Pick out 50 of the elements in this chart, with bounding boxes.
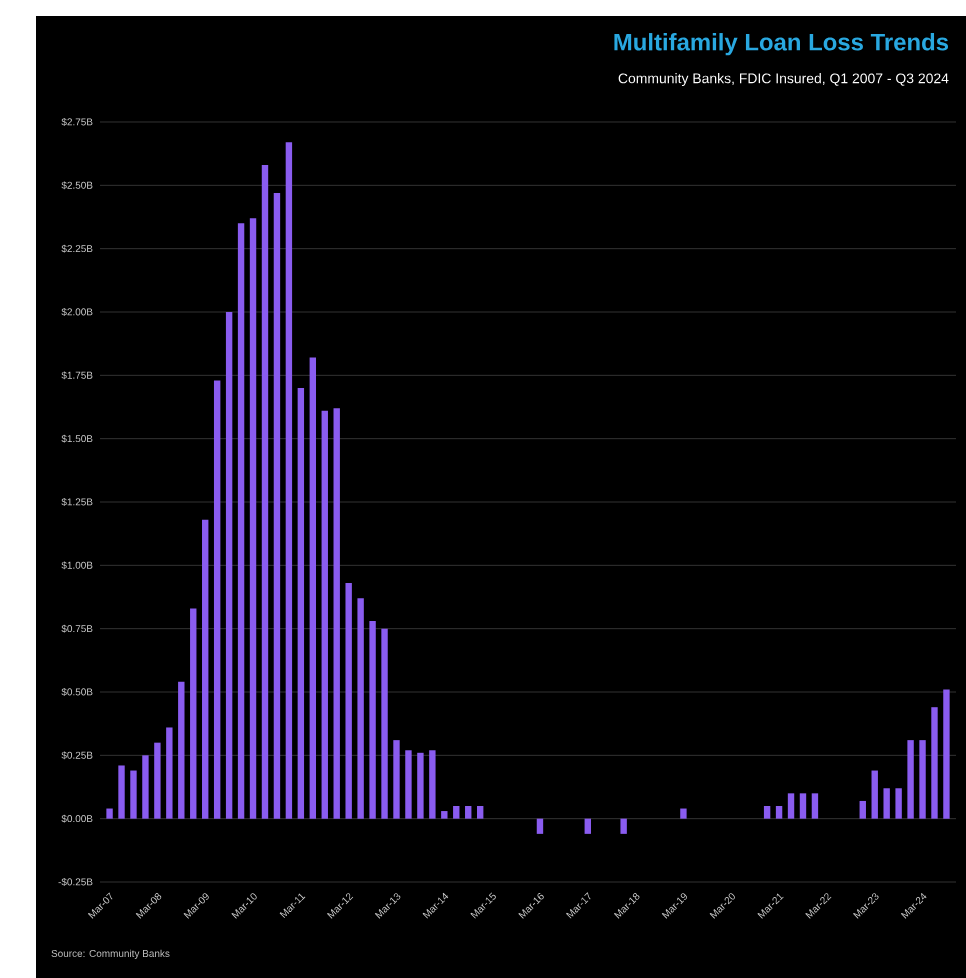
bar (453, 806, 460, 819)
bar (441, 811, 448, 819)
bar (811, 793, 819, 819)
bar (297, 388, 305, 819)
bar (309, 357, 317, 819)
bar (321, 410, 328, 819)
bar (273, 192, 281, 819)
bar (429, 750, 436, 819)
bar (763, 806, 771, 819)
bar (859, 800, 866, 819)
bar (919, 740, 926, 819)
bar (130, 770, 137, 819)
bar (775, 806, 783, 819)
bar (202, 519, 209, 819)
bar (190, 608, 197, 819)
bar (178, 681, 185, 819)
bar (465, 806, 472, 819)
bar (333, 408, 340, 819)
bar (106, 808, 113, 819)
bar (536, 818, 544, 834)
bar (285, 142, 293, 819)
bar (345, 583, 352, 819)
bar (393, 740, 400, 819)
bar (249, 218, 257, 819)
chart-title: Multifamily Loan Loss Trends (614, 33, 949, 56)
bar (907, 740, 914, 819)
bar (118, 765, 125, 819)
bar (620, 818, 627, 834)
bar (799, 793, 807, 819)
bar (476, 806, 484, 819)
bar (166, 727, 173, 819)
bar (237, 223, 245, 819)
bar (680, 808, 687, 819)
bar (261, 165, 269, 819)
bar (417, 752, 424, 819)
bar (381, 628, 388, 819)
bar (357, 598, 364, 819)
bar (895, 788, 902, 819)
bar (931, 707, 938, 819)
bar (142, 755, 149, 819)
bar (154, 742, 161, 819)
bar (369, 621, 376, 819)
bar (871, 770, 878, 819)
bar (584, 818, 591, 834)
bar (405, 750, 412, 819)
bar (787, 793, 795, 819)
bar (943, 689, 950, 819)
bar (225, 312, 233, 819)
bar (213, 380, 221, 819)
bar (883, 788, 890, 819)
